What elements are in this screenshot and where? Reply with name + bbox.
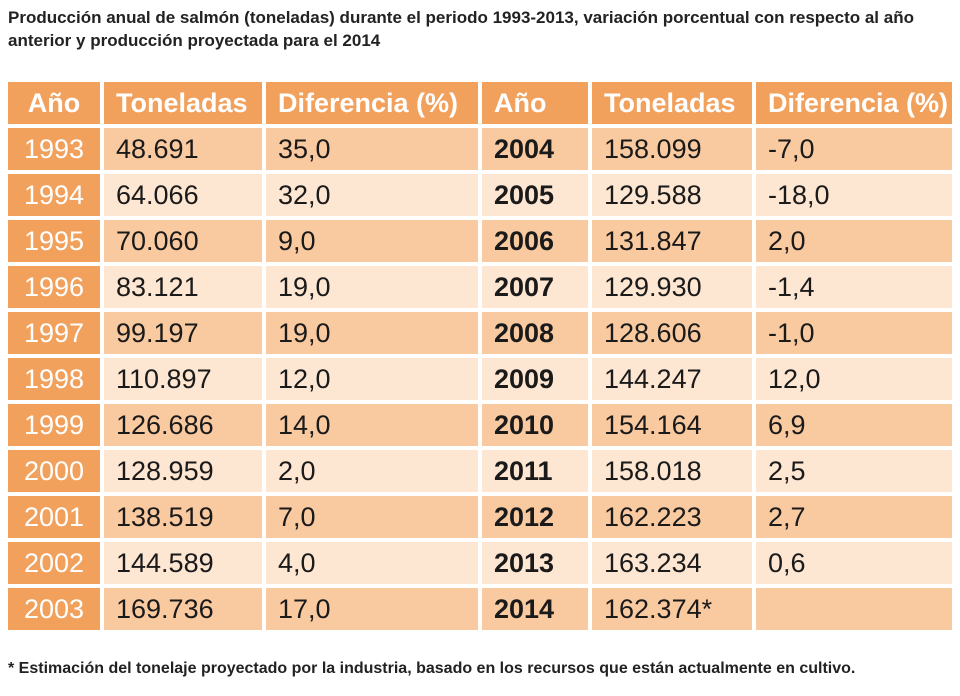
header-diff-left: Diferencia (%) <box>266 82 478 124</box>
salmon-production-table: Año Toneladas Diferencia (%) Año Tonelad… <box>8 82 952 630</box>
header-year-right: Año <box>482 82 588 124</box>
year-cell: 1994 <box>8 174 100 216</box>
tons-cell: 83.121 <box>104 266 262 308</box>
header-diff-right: Diferencia (%) <box>756 82 952 124</box>
diff-cell: 19,0 <box>266 312 478 354</box>
year-cell: 1998 <box>8 358 100 400</box>
tons-cell: 158.018 <box>592 450 752 492</box>
tons-cell: 158.099 <box>592 128 752 170</box>
year-cell: 1999 <box>8 404 100 446</box>
diff-cell: 6,9 <box>756 404 952 446</box>
diff-cell: 17,0 <box>266 588 478 630</box>
tons-cell: 64.066 <box>104 174 262 216</box>
tons-cell: 162.374* <box>592 588 752 630</box>
diff-cell: 7,0 <box>266 496 478 538</box>
tons-cell: 144.247 <box>592 358 752 400</box>
tons-cell: 131.847 <box>592 220 752 262</box>
tons-cell: 70.060 <box>104 220 262 262</box>
diff-cell: -1,0 <box>756 312 952 354</box>
diff-cell: 4,0 <box>266 542 478 584</box>
table-title: Producción anual de salmón (toneladas) d… <box>8 8 914 50</box>
footnote: * Estimación del tonelaje proyectado por… <box>8 660 856 677</box>
year-cell: 2004 <box>482 128 588 170</box>
diff-cell: 32,0 <box>266 174 478 216</box>
year-cell: 2003 <box>8 588 100 630</box>
year-cell: 2001 <box>8 496 100 538</box>
tons-cell: 128.606 <box>592 312 752 354</box>
year-cell: 2012 <box>482 496 588 538</box>
year-cell: 2000 <box>8 450 100 492</box>
diff-cell: 9,0 <box>266 220 478 262</box>
diff-cell: 0,6 <box>756 542 952 584</box>
tons-cell: 128.959 <box>104 450 262 492</box>
year-cell: 2009 <box>482 358 588 400</box>
year-cell: 2002 <box>8 542 100 584</box>
tons-cell: 126.686 <box>104 404 262 446</box>
year-cell: 2013 <box>482 542 588 584</box>
year-cell: 2006 <box>482 220 588 262</box>
diff-cell: 2,5 <box>756 450 952 492</box>
diff-cell <box>756 588 952 630</box>
tons-cell: 154.164 <box>592 404 752 446</box>
diff-cell: 19,0 <box>266 266 478 308</box>
year-cell: 1993 <box>8 128 100 170</box>
year-cell: 2008 <box>482 312 588 354</box>
year-cell: 2014 <box>482 588 588 630</box>
year-cell: 2011 <box>482 450 588 492</box>
tons-cell: 163.234 <box>592 542 752 584</box>
diff-cell: 14,0 <box>266 404 478 446</box>
tons-cell: 129.930 <box>592 266 752 308</box>
year-cell: 1995 <box>8 220 100 262</box>
year-cell: 2007 <box>482 266 588 308</box>
diff-cell: -7,0 <box>756 128 952 170</box>
diff-cell: 35,0 <box>266 128 478 170</box>
tons-cell: 48.691 <box>104 128 262 170</box>
tons-cell: 138.519 <box>104 496 262 538</box>
header-tons-right: Toneladas <box>592 82 752 124</box>
diff-cell: 2,0 <box>266 450 478 492</box>
year-cell: 2005 <box>482 174 588 216</box>
diff-cell: 2,7 <box>756 496 952 538</box>
tons-cell: 99.197 <box>104 312 262 354</box>
year-cell: 1996 <box>8 266 100 308</box>
tons-cell: 144.589 <box>104 542 262 584</box>
diff-cell: 12,0 <box>266 358 478 400</box>
tons-cell: 129.588 <box>592 174 752 216</box>
header-year-left: Año <box>8 82 100 124</box>
year-cell: 1997 <box>8 312 100 354</box>
tons-cell: 169.736 <box>104 588 262 630</box>
tons-cell: 162.223 <box>592 496 752 538</box>
diff-cell: 2,0 <box>756 220 952 262</box>
diff-cell: -1,4 <box>756 266 952 308</box>
tons-cell: 110.897 <box>104 358 262 400</box>
diff-cell: -18,0 <box>756 174 952 216</box>
diff-cell: 12,0 <box>756 358 952 400</box>
header-tons-left: Toneladas <box>104 82 262 124</box>
year-cell: 2010 <box>482 404 588 446</box>
